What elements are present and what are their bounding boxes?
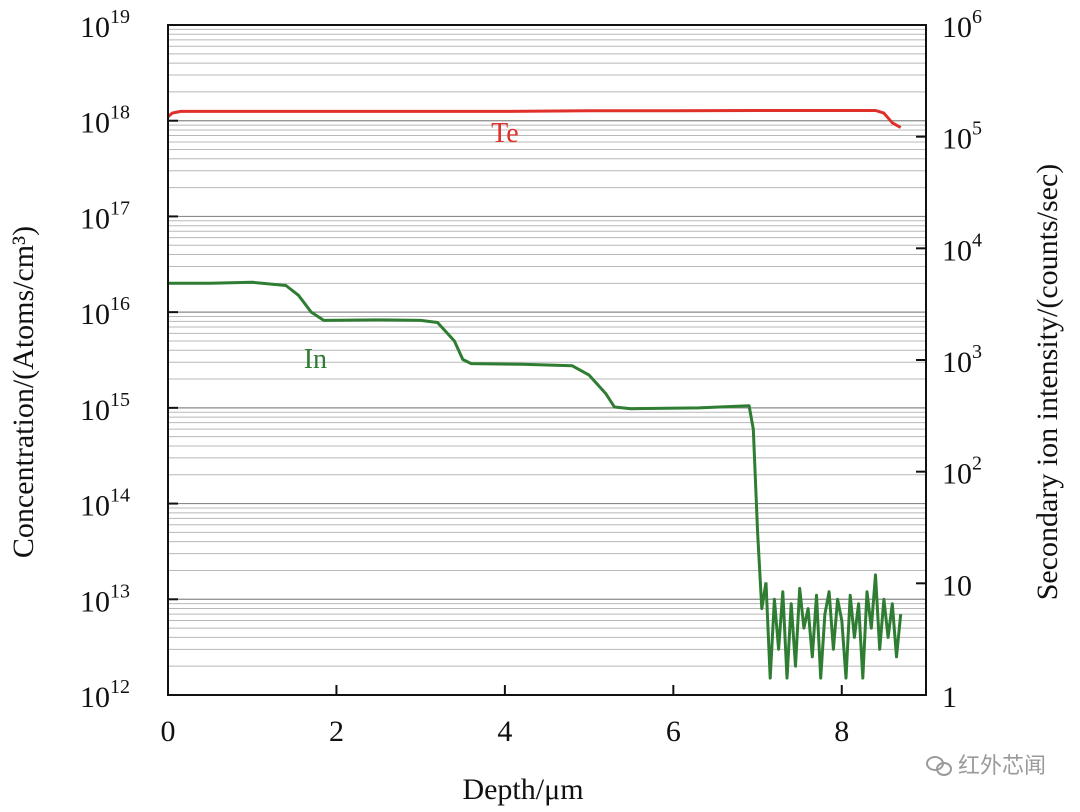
y-axis-title-left: Concentration/(Atoms/cm³) bbox=[7, 226, 40, 558]
series-line-in bbox=[168, 280, 768, 611]
y-right-tick-label: 104 bbox=[942, 229, 982, 267]
watermark: 红外芯闻 bbox=[925, 748, 1046, 780]
y-left-tick-label: 1016 bbox=[80, 293, 130, 331]
series-label-in: In bbox=[304, 344, 327, 375]
x-tick-label: 0 bbox=[161, 715, 176, 748]
y-right-tick-label: 10 bbox=[942, 569, 972, 602]
grid-lines bbox=[168, 28, 926, 696]
series-label-te: Te bbox=[491, 118, 519, 149]
x-axis-title: Depth/μm bbox=[462, 773, 583, 806]
y-right-tick-label: 106 bbox=[942, 6, 982, 44]
series-line-te bbox=[167, 109, 902, 129]
series-curves bbox=[167, 109, 903, 680]
y-left-tick-label: 1015 bbox=[80, 389, 130, 427]
y-right-tick-label: 1 bbox=[942, 681, 957, 714]
y-left-tick-label: 1014 bbox=[80, 485, 130, 523]
y-axis-title-right: Secondary ion intensity/(counts/sec) bbox=[1031, 164, 1064, 601]
y-left-tick-label: 1019 bbox=[80, 6, 130, 44]
tick-labels: 0 2 4 6 8 1019 1018 1017 1016 1015 1014 1013 1012 106… bbox=[80, 6, 982, 748]
y-left-tick-label: 1013 bbox=[80, 580, 130, 618]
y-left-tick-label: 1018 bbox=[80, 102, 130, 140]
x-tick-label: 4 bbox=[497, 715, 512, 748]
x-tick-label: 2 bbox=[329, 715, 344, 748]
y-left-tick-label: 1017 bbox=[80, 197, 130, 235]
x-tick-label: 8 bbox=[834, 715, 849, 748]
series-annotations: Te In bbox=[304, 118, 519, 375]
y-left-tick-label: 1012 bbox=[80, 676, 130, 714]
y-right-tick-label: 105 bbox=[942, 118, 982, 156]
series-line-in-noise bbox=[764, 573, 903, 680]
y-right-tick-label: 102 bbox=[942, 453, 982, 491]
y-right-tick-label: 103 bbox=[942, 341, 982, 379]
x-tick-label: 6 bbox=[666, 715, 681, 748]
axis-ticks bbox=[167, 24, 926, 696]
watermark-text: 红外芯闻 bbox=[957, 754, 1046, 779]
wechat-icon bbox=[925, 754, 952, 776]
